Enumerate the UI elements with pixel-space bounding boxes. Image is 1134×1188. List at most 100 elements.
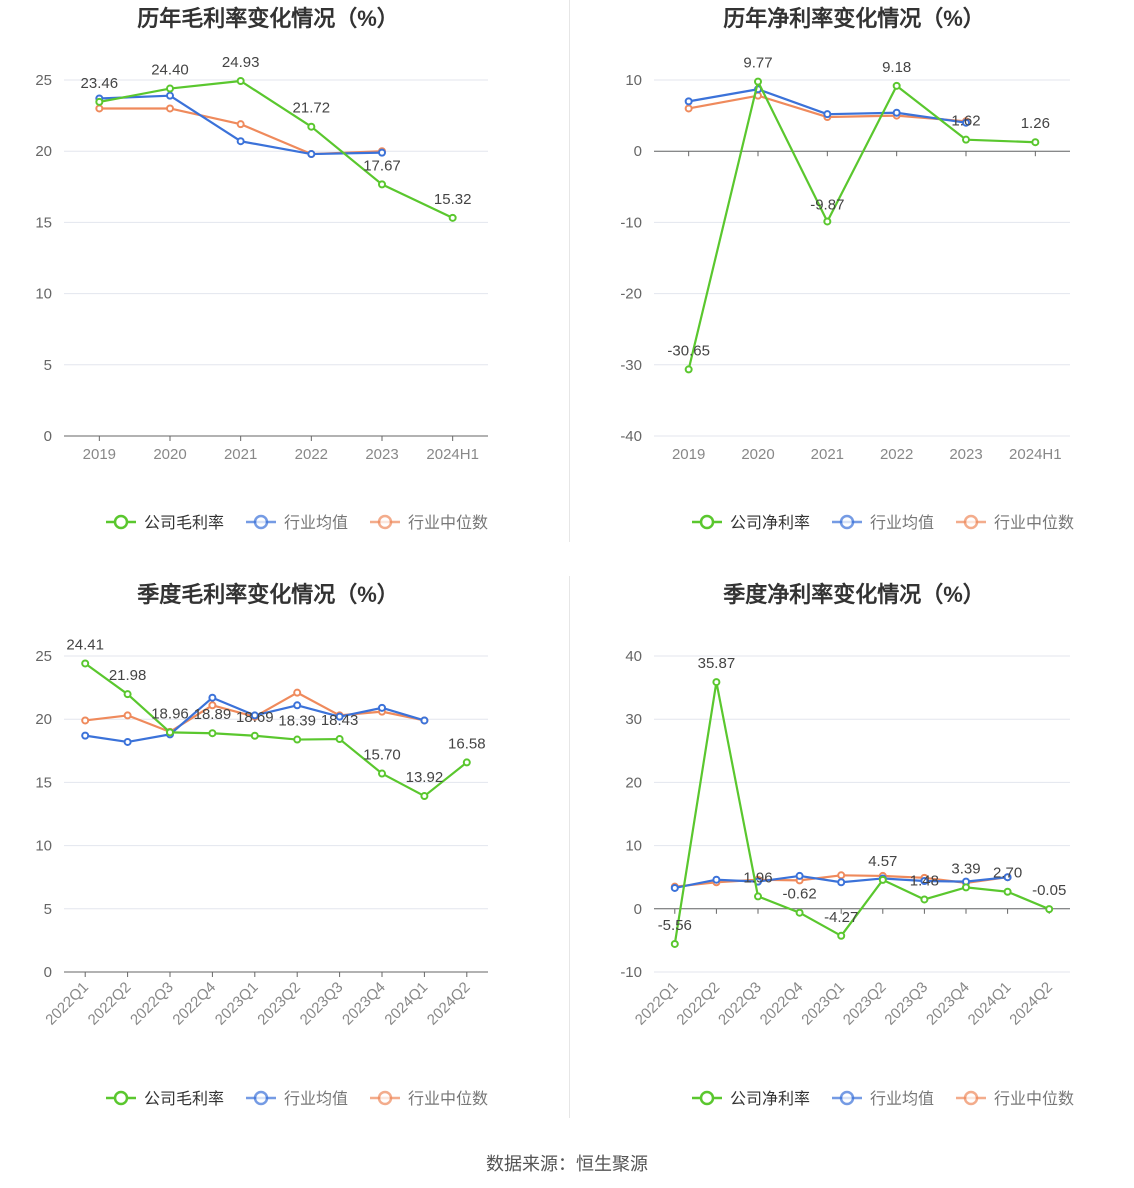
x-tick-label: 2022Q4 (169, 979, 219, 1029)
panel-divider-bottom (569, 576, 570, 1118)
data-point-company (837, 931, 846, 940)
x-tick-label: 2019 (83, 446, 116, 463)
data-label: -0.62 (782, 886, 816, 903)
data-point-company (823, 217, 832, 226)
y-tick-label: 20 (625, 774, 642, 791)
data-point-company (670, 939, 679, 948)
x-tick-label: 2023Q2 (254, 979, 304, 1029)
data-point-median (293, 688, 302, 697)
data-point-company (712, 678, 721, 687)
legend-marker (377, 1090, 393, 1106)
legend-label: 行业中位数 (994, 1090, 1074, 1108)
legend-label: 公司毛利率 (144, 1090, 224, 1108)
data-label: 9.77 (743, 55, 772, 72)
data-label: -30.65 (667, 342, 710, 359)
chart-title: 季度净利率变化情况（%） (723, 582, 985, 607)
data-point-company (166, 728, 174, 737)
chart-quarterly-gross-margin: 季度毛利率变化情况（%） 0 5 10 15 20 25 2022Q1 2022Q2 2022Q3… (0, 576, 567, 1152)
x-tick-label: 2024Q1 (381, 979, 431, 1029)
data-label: 15.70 (363, 747, 401, 764)
data-point-company (962, 135, 970, 144)
data-point-company (795, 908, 804, 917)
data-point-median (208, 701, 217, 710)
series-line-median (99, 107, 383, 156)
legend-marker (113, 514, 129, 530)
data-point-avg (123, 737, 132, 746)
data-point-company (378, 180, 386, 189)
x-tick-label: 2024Q2 (424, 979, 474, 1029)
data-label: 1.96 (743, 869, 772, 886)
data-point-avg (712, 875, 721, 884)
data-label: 24.41 (66, 636, 104, 653)
x-tick-label: 2020 (741, 446, 774, 463)
data-point-median (123, 711, 132, 720)
chart-annual-net-margin: 历年净利率变化情况（%） -40 -30 -20 -10 0 10 2019 2020 2021 2… (567, 0, 1134, 576)
data-point-median (236, 120, 245, 129)
data-point-company (293, 735, 302, 744)
y-tick-label: 0 (634, 901, 642, 918)
legend-label: 行业均值 (284, 514, 348, 532)
x-tick-label: 2021 (224, 446, 257, 463)
data-label: -5.56 (658, 917, 692, 934)
data-point-company (378, 769, 386, 778)
legend-label: 行业中位数 (994, 514, 1074, 532)
data-label: 1.48 (910, 872, 939, 889)
data-label: 9.18 (882, 59, 911, 76)
data-point-company (962, 883, 970, 892)
series-line-company (99, 79, 454, 219)
y-tick-label: 30 (625, 711, 642, 728)
y-tick-label: 0 (44, 428, 52, 445)
legend-marker (963, 1090, 979, 1106)
data-point-company (335, 735, 344, 744)
x-tick-label: 2022Q2 (85, 979, 135, 1029)
x-tick-label: 2022 (295, 446, 328, 463)
y-tick-label: -20 (620, 286, 642, 303)
y-tick-label: 25 (35, 72, 52, 89)
x-tick-label: 2019 (672, 446, 705, 463)
y-tick-label: 10 (35, 286, 52, 303)
legend-marker (699, 1090, 715, 1106)
x-tick-label: 2024Q2 (1006, 979, 1056, 1029)
data-point-company (754, 892, 762, 901)
x-tick-label: 2023 (365, 446, 398, 463)
chart-annual-gross-svg: 历年毛利率变化情况（%） 0 5 10 15 20 25 2019 2020 2021 2022 20… (35, 6, 488, 532)
data-point-company (95, 97, 104, 106)
data-point-company (420, 792, 429, 801)
panel-divider-top (569, 0, 570, 542)
data-label: 15.32 (434, 191, 472, 208)
data-point-median (837, 871, 846, 880)
data-label: 21.98 (109, 667, 147, 684)
data-point-avg (962, 118, 970, 127)
y-tick-label: 25 (35, 648, 52, 665)
legend-marker (377, 514, 393, 530)
data-point-avg (823, 110, 832, 119)
x-tick-label: 2022Q1 (42, 979, 92, 1029)
x-tick-label: 2023Q2 (840, 979, 890, 1029)
y-tick-label: 40 (625, 648, 642, 665)
legend-label: 公司毛利率 (144, 514, 224, 532)
y-tick-label: 5 (44, 357, 52, 374)
data-point-company (878, 875, 887, 884)
legend-label: 行业中位数 (408, 514, 488, 532)
y-tick-label: -40 (620, 428, 642, 445)
legend-label: 公司净利率 (730, 1090, 810, 1108)
legend-marker (113, 1090, 129, 1106)
data-label: 24.40 (151, 62, 189, 79)
x-tick-label: 2022Q4 (757, 979, 807, 1029)
y-tick-label: -10 (620, 214, 642, 231)
data-label: 1.62 (951, 113, 980, 130)
chart-title: 季度毛利率变化情况（%） (137, 582, 399, 607)
y-tick-label: 20 (35, 711, 52, 728)
y-tick-label: 0 (44, 964, 52, 981)
x-tick-label: 2023Q4 (339, 979, 389, 1029)
data-point-company (892, 81, 901, 90)
chart-quarterly-net-margin: 季度净利率变化情况（%） -10 0 10 20 30 40 2022Q1 2022Q2 2022… (567, 576, 1134, 1152)
data-point-avg (1003, 873, 1012, 882)
legend-label: 公司净利率 (730, 514, 810, 532)
chart-title: 历年净利率变化情况（%） (723, 6, 985, 31)
x-tick-label: 2022Q2 (673, 979, 723, 1029)
data-point-median (81, 716, 90, 725)
data-point-company (1003, 887, 1012, 896)
y-tick-label: 10 (625, 72, 642, 89)
chart-quarterly-net-svg: 季度净利率变化情况（%）-100102030402022Q12022Q22022… (620, 582, 1074, 1108)
